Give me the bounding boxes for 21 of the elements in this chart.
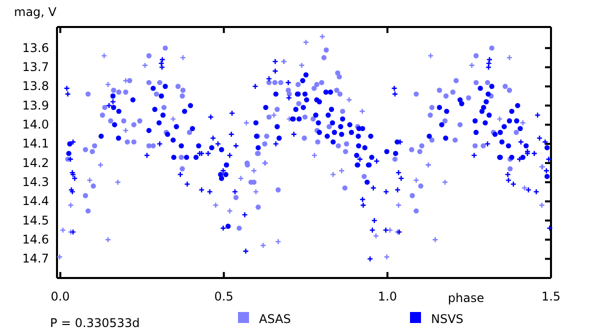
y-tick-label: 13.6 (22, 40, 49, 55)
y-tick-label: 14.3 (22, 175, 49, 190)
legend-label: ASAS (259, 312, 291, 326)
y-tick-label: 14.2 (22, 156, 49, 170)
y-tick-label: 13.8 (22, 79, 49, 94)
y-tick-label: 14.7 (22, 252, 49, 266)
y-axis-title: mag, V (14, 5, 58, 19)
y-tick-label: 13.9 (22, 98, 49, 112)
x-tick-label: 0.0 (50, 290, 70, 304)
x-tick-label: 1.5 (541, 290, 561, 304)
x-tick-label: 1.0 (378, 290, 397, 304)
y-tick-label: 13.7 (22, 60, 49, 74)
text: P = 0.330533d (50, 316, 140, 330)
x-tick-label: 0.5 (214, 290, 234, 304)
y-tick-label: 14.1 (22, 136, 49, 151)
y-tick-label: 14.4 (22, 194, 49, 208)
legend-label: NSVS (431, 312, 464, 326)
x-axis-title: phase (448, 291, 484, 305)
y-tick-label: 14.5 (22, 213, 49, 228)
y-tick-label: 14.6 (22, 232, 49, 247)
y-tick-label: 14.0 (22, 118, 49, 132)
